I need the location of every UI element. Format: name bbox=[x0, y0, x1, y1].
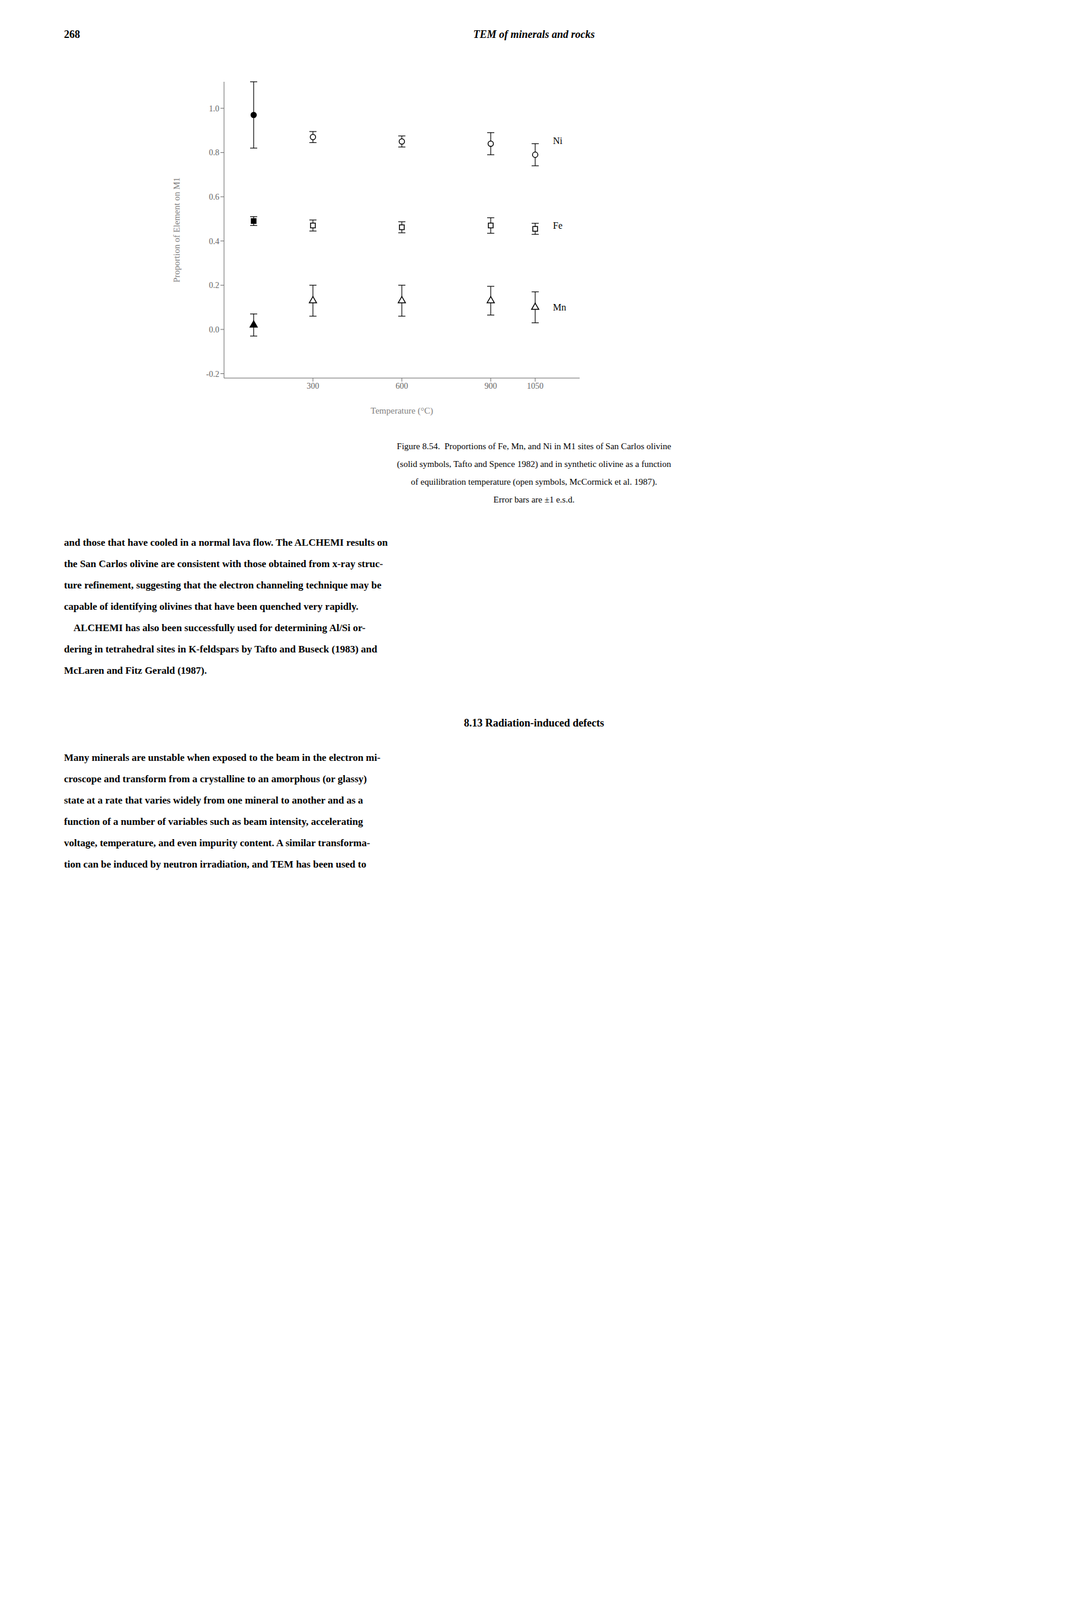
html-text:of equilibration temperature (: of equilibration temperature (open symbo… bbox=[410, 477, 658, 487]
html-text:function of a number of variab: function of a number of variables such a… bbox=[64, 816, 364, 828]
svg-text:0.6: 0.6 bbox=[209, 192, 220, 202]
html-text:the San Carlos olivine are con: the San Carlos olivine are consistent wi… bbox=[64, 558, 383, 570]
html-text:Many minerals are unstable whe: Many minerals are unstable when exposed … bbox=[64, 752, 381, 764]
svg-text:900: 900 bbox=[484, 381, 498, 391]
svg-text:1.0: 1.0 bbox=[209, 104, 220, 114]
html-text:268: 268 bbox=[64, 28, 81, 41]
svg-text:0.4: 0.4 bbox=[209, 237, 220, 246]
html-text:TEM of minerals and rocks: TEM of minerals and rocks bbox=[473, 28, 595, 41]
html-text:8.13 Radiation-induced defects: 8.13 Radiation-induced defects bbox=[463, 717, 605, 729]
svg-text:-0.2: -0.2 bbox=[206, 369, 220, 379]
html-text:(solid symbols, Tafto and Spen: (solid symbols, Tafto and Spence 1982) a… bbox=[396, 459, 672, 469]
html-text:croscope and transform from a: croscope and transform from a crystallin… bbox=[64, 773, 367, 785]
svg-text:Mn: Mn bbox=[552, 302, 567, 313]
html-text:Figure 8.54. Proportions of Fe: Figure 8.54. Proportions of Fe, Mn, and … bbox=[396, 441, 672, 452]
html-text:McLaren and Fitz Gerald (1987): McLaren and Fitz Gerald (1987). bbox=[64, 664, 207, 677]
svg-text:0.8: 0.8 bbox=[209, 148, 220, 158]
svg-text:0.2: 0.2 bbox=[209, 280, 220, 290]
svg-text:300: 300 bbox=[307, 381, 320, 391]
svg-text:Temperature (°C): Temperature (°C) bbox=[370, 405, 433, 417]
html-text:Error bars are ±1 e.s.d.: Error bars are ±1 e.s.d. bbox=[493, 494, 575, 505]
html-text:voltage, temperature, and even: voltage, temperature, and even impurity … bbox=[64, 837, 371, 849]
html-text:capable of identifying olivine: capable of identifying olivines that hav… bbox=[64, 600, 359, 613]
svg-text:0.0: 0.0 bbox=[209, 325, 220, 335]
svg-text:1050: 1050 bbox=[526, 381, 544, 391]
svg-text:Fe: Fe bbox=[552, 220, 563, 231]
svg-text:Proportion of Element on M1: Proportion of Element on M1 bbox=[171, 177, 182, 283]
svg-text:600: 600 bbox=[395, 381, 409, 391]
html-text:ALCHEMI has also been successf: ALCHEMI has also been successfully used … bbox=[64, 622, 366, 634]
html-text:dering in tetrahedral sites in: dering in tetrahedral sites in K-feldspa… bbox=[64, 643, 378, 655]
html-text:and those that have cooled in: and those that have cooled in a normal l… bbox=[64, 536, 388, 549]
html-text:tion can be induced by neutron: tion can be induced by neutron irradiati… bbox=[64, 858, 367, 871]
svg-text:Ni: Ni bbox=[552, 135, 564, 146]
html-text:ture refinement, suggesting th: ture refinement, suggesting that the ele… bbox=[64, 579, 382, 591]
html-text:state at a rate that varies wi: state at a rate that varies widely from … bbox=[64, 794, 364, 807]
